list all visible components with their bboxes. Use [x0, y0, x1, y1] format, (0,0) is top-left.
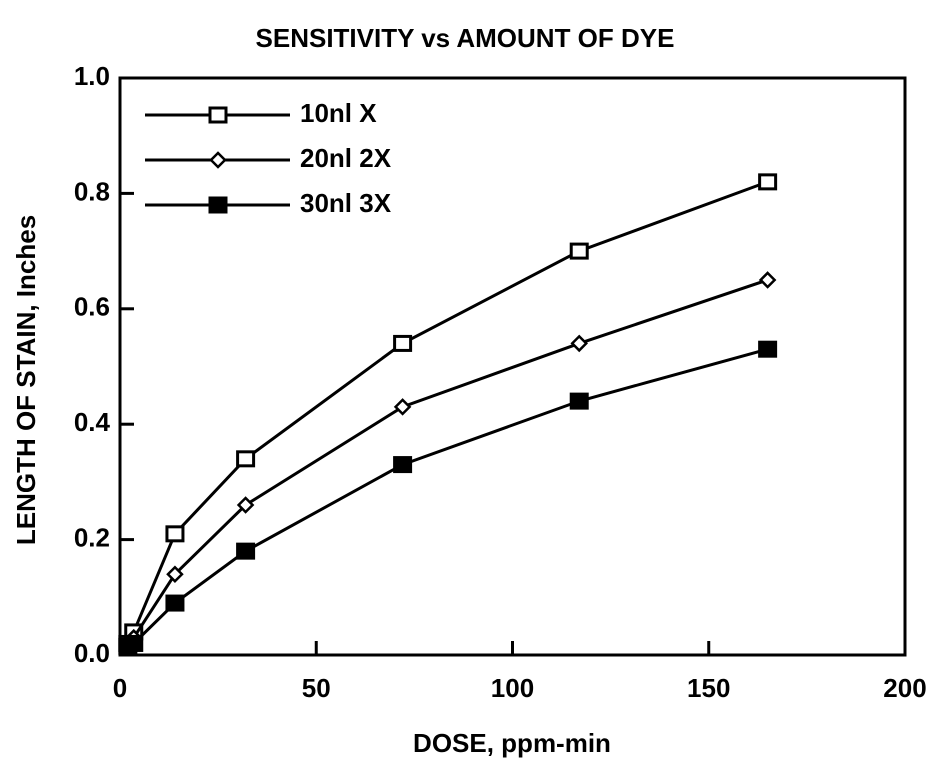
legend-label: 30nl 3X [300, 188, 392, 218]
x-axis-label: DOSE, ppm-min [413, 728, 611, 758]
x-tick-label: 50 [302, 673, 331, 703]
marker [569, 392, 589, 410]
marker [236, 450, 256, 468]
series-line [126, 180, 769, 645]
y-tick-label: 0.0 [74, 638, 110, 668]
y-tick-label: 1.0 [74, 61, 110, 91]
chart-title: SENSITIVITY vs AMOUNT OF DYE [256, 23, 675, 53]
marker [165, 525, 185, 543]
x-tick-label: 0 [113, 673, 127, 703]
y-tick-label: 0.2 [74, 522, 110, 552]
series-line [126, 278, 769, 645]
marker [393, 398, 412, 416]
marker [208, 196, 228, 214]
marker [570, 334, 588, 353]
x-tick-label: 150 [687, 673, 730, 703]
marker [236, 496, 255, 514]
legend-label: 20nl 2X [300, 143, 392, 173]
marker [165, 594, 185, 612]
legend-label: 10nl X [300, 98, 377, 128]
x-tick-label: 200 [883, 673, 926, 703]
marker [236, 542, 256, 560]
y-axis-label: LENGTH OF STAIN, Inches [11, 215, 41, 545]
marker [124, 634, 144, 652]
y-tick-label: 0.6 [74, 292, 110, 322]
y-tick-label: 0.4 [74, 407, 111, 437]
x-tick-label: 100 [491, 673, 534, 703]
marker [209, 151, 227, 169]
marker [166, 565, 184, 583]
marker [393, 334, 413, 352]
series-line [127, 347, 769, 648]
y-tick-label: 0.8 [74, 176, 110, 206]
marker [569, 242, 589, 260]
marker [758, 271, 777, 289]
marker [758, 340, 778, 358]
marker [208, 106, 228, 124]
marker [393, 456, 413, 474]
marker [758, 173, 778, 191]
